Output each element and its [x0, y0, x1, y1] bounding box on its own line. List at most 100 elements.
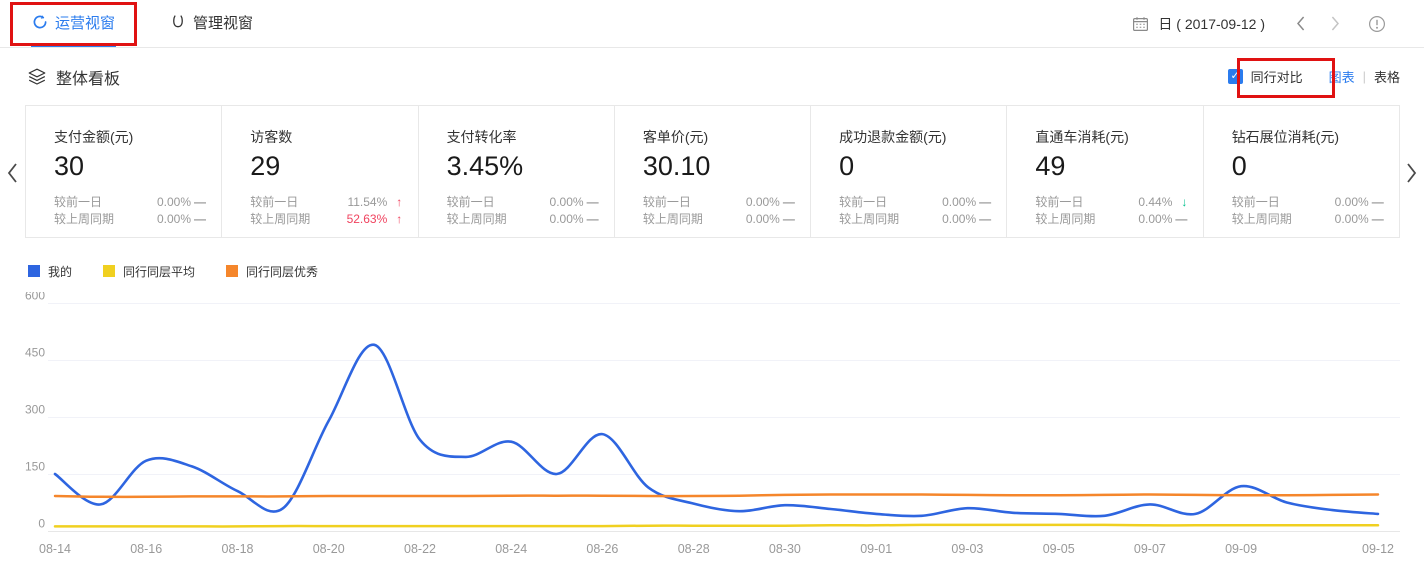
kpi-card-payment-amount[interactable]: 支付金额(元) 30 较前一日 0.00% — 较上周同期 0.00% —: [26, 106, 223, 237]
x-axis-tick-label: 08-30: [769, 542, 801, 556]
board-header: 整体看板 ✓ 同行对比 图表 | 表格: [0, 48, 1424, 105]
kpi-delta-row: 较上周同期 0.00% —: [1232, 210, 1384, 227]
x-axis-tick-label: 09-01: [860, 542, 892, 556]
layers-icon: [28, 68, 46, 85]
delta-trend-icon: ↑: [396, 194, 403, 209]
delta-value: 0.00%: [942, 211, 977, 226]
tab-operations-view[interactable]: 运营视窗: [31, 0, 117, 47]
kpi-card-conversion-rate[interactable]: 支付转化率 3.45% 较前一日 0.00% — 较上周同期 0.00% —: [419, 106, 615, 237]
chart-series-line[interactable]: [53, 523, 1380, 528]
peer-compare-label[interactable]: 同行对比: [1250, 70, 1303, 85]
kpi-card-title: 直通车消耗(元): [1035, 129, 1129, 145]
legend-label: 我的: [48, 264, 73, 279]
x-axis-tick-label: 08-22: [404, 542, 436, 556]
date-next-button[interactable]: [1330, 15, 1341, 32]
delta-trend-icon: —: [586, 194, 599, 209]
delta-value: 0.00%: [1334, 194, 1369, 209]
y-axis-tick-label: 450: [25, 346, 45, 360]
kpi-delta-row: 较上周同期 0.00% —: [643, 210, 795, 227]
date-selector[interactable]: 日 ( 2017-09-12 ): [1132, 14, 1265, 34]
kpi-delta-row: 较前一日 0.00% —: [643, 193, 795, 210]
kpi-card-title: 成功退款金额(元): [839, 129, 947, 145]
kpi-card-value: 49: [1035, 151, 1066, 181]
kpi-delta-row: 较上周同期 0.00% —: [839, 210, 991, 227]
kpi-card-ztc-spend[interactable]: 直通车消耗(元) 49 较前一日 0.44% ↓ 较上周同期 0.00% —: [1007, 106, 1204, 237]
delta-label: 较前一日: [446, 195, 495, 210]
peer-compare-checkbox[interactable]: ✓: [1227, 69, 1243, 84]
cards-next-button[interactable]: [1404, 160, 1420, 186]
legend-item-peer-excellent[interactable]: 同行同层优秀: [226, 263, 318, 280]
delta-label: 较前一日: [250, 195, 299, 210]
kpi-delta-row: 较前一日 0.00% —: [54, 193, 206, 210]
legend-swatch: [103, 265, 116, 277]
chart-legend: 我的 同行同层平均 同行同层优秀: [28, 263, 1424, 280]
delta-label: 较前一日: [839, 195, 888, 210]
nav-right-controls: 日 ( 2017-09-12 ): [1132, 0, 1424, 47]
legend-swatch: [226, 265, 239, 277]
kpi-card-value: 30: [54, 151, 85, 181]
check-icon: ✓: [1230, 70, 1240, 82]
kpi-card-refund-amount[interactable]: 成功退款金额(元) 0 较前一日 0.00% — 较上周同期 0.00% —: [811, 106, 1008, 237]
x-axis-tick-label: 08-20: [313, 542, 345, 556]
cards-prev-button[interactable]: [4, 160, 20, 186]
tab-label: 运营视窗: [55, 14, 116, 32]
delta-value: 0.00%: [942, 194, 977, 209]
top-nav: 运营视窗 管理视窗 日 ( 2017-09-12 ): [0, 0, 1424, 48]
delta-trend-icon: —: [979, 194, 992, 209]
delta-trend-icon: —: [194, 211, 206, 226]
kpi-delta-row: 较前一日 0.00% —: [1232, 193, 1384, 210]
legend-item-mine[interactable]: 我的: [28, 263, 72, 280]
delta-value: 0.00%: [1138, 211, 1173, 226]
delta-trend-icon: —: [782, 211, 795, 226]
kpi-card-title: 支付金额(元): [54, 129, 134, 145]
x-axis-tick-label: 09-05: [1043, 542, 1075, 556]
delta-label: 较前一日: [1231, 195, 1280, 210]
chart-series-line[interactable]: [53, 493, 1380, 499]
delta-value: 0.00%: [1334, 211, 1369, 226]
delta-label: 较上周同期: [1035, 212, 1096, 227]
view-toggle-table[interactable]: 表格: [1373, 70, 1400, 85]
view-toggle-separator: |: [1362, 69, 1366, 84]
kpi-card-title: 钻石展位消耗(元): [1231, 129, 1340, 145]
kpi-card-avg-order-value[interactable]: 客单价(元) 30.10 较前一日 0.00% — 较上周同期 0.00% —: [615, 106, 812, 237]
info-icon[interactable]: [1368, 15, 1386, 33]
x-axis-tick-label: 08-28: [678, 542, 710, 556]
delta-value: 0.00%: [745, 194, 780, 209]
view-toggle-chart[interactable]: 图表: [1328, 70, 1355, 85]
delta-label: 较上周同期: [839, 212, 900, 227]
delta-value: 0.00%: [549, 194, 584, 209]
x-axis-tick-label: 09-07: [1134, 542, 1166, 556]
delta-label: 较上周同期: [446, 212, 507, 227]
kpi-delta-row: 较前一日 0.00% —: [447, 193, 599, 210]
kpi-delta-rows: 较前一日 0.00% — 较上周同期 0.00% —: [1232, 193, 1384, 227]
y-axis-tick-label: 0: [38, 517, 45, 531]
delta-label: 较上周同期: [54, 212, 115, 227]
trend-chart[interactable]: 0 150 300 450 600 08-14 08-16 08-18 08-20 08-22 08…: [0, 292, 1424, 575]
delta-trend-icon: —: [194, 194, 206, 209]
date-prev-button[interactable]: [1295, 15, 1306, 32]
delta-trend-icon: —: [979, 211, 992, 226]
delta-value: 0.00%: [156, 194, 191, 209]
x-axis-tick-label: 08-18: [222, 542, 254, 556]
kpi-card-value: 29: [250, 151, 281, 181]
delta-value: 0.00%: [549, 211, 584, 226]
tab-management-view[interactable]: 管理视窗: [169, 0, 254, 47]
calendar-icon: [1132, 16, 1149, 32]
delta-trend-icon: —: [1371, 211, 1384, 226]
x-axis-tick-label: 09-03: [951, 542, 983, 556]
kpi-card-diamond-spend[interactable]: 钻石展位消耗(元) 0 较前一日 0.00% — 较上周同期 0.00% —: [1204, 106, 1399, 237]
delta-trend-icon: —: [1371, 194, 1384, 209]
board-title-text: 整体看板: [56, 70, 121, 88]
trend-chart-svg[interactable]: 0 150 300 450 600 08-14 08-16 08-18 08-20 08-22 08…: [0, 292, 1424, 575]
x-axis-tick-label: 08-16: [130, 542, 162, 556]
board-controls: ✓ 同行对比 图表 | 表格: [1227, 67, 1400, 86]
delta-value: 0.44%: [1138, 194, 1173, 209]
legend-item-peer-average[interactable]: 同行同层平均: [103, 263, 195, 280]
kpi-delta-row: 较前一日 0.00% —: [839, 193, 991, 210]
kpi-card-visitors[interactable]: 访客数 29 较前一日 11.54% ↑ 较上周同期 52.63% ↑: [222, 106, 419, 237]
delta-trend-icon: —: [782, 194, 795, 209]
delta-label: 较前一日: [1035, 195, 1084, 210]
delta-value: 52.63%: [346, 211, 388, 226]
chart-series-line[interactable]: [53, 343, 1380, 518]
x-axis-tick-label: 09-12: [1362, 542, 1394, 556]
